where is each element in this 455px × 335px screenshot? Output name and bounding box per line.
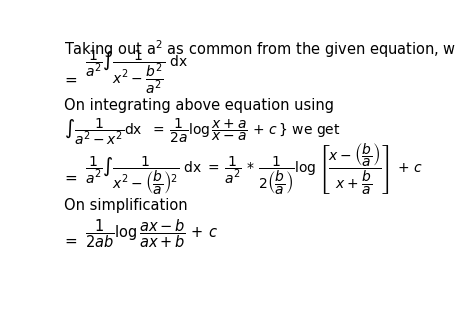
Text: $\int \dfrac{1}{a^2-x^2}$dx  $=\,\dfrac{1}{2a}\log\dfrac{x+a}{x-a}\,+\,c\,\}$ we: $\int \dfrac{1}{a^2-x^2}$dx $=\,\dfrac{1… bbox=[64, 116, 340, 147]
Text: =: = bbox=[64, 171, 76, 186]
Text: Taking out a$^2$ as common from the given equation, we get: Taking out a$^2$ as common from the give… bbox=[64, 39, 455, 60]
Text: =: = bbox=[64, 73, 76, 88]
Text: On integrating above equation using: On integrating above equation using bbox=[64, 98, 334, 114]
Text: On simplification: On simplification bbox=[64, 198, 187, 213]
Text: $\dfrac{1}{a^2}\int \dfrac{1}{x^2-\dfrac{b^2}{a^2}}$ dx: $\dfrac{1}{a^2}\int \dfrac{1}{x^2-\dfrac… bbox=[85, 49, 188, 96]
Text: =: = bbox=[64, 234, 76, 249]
Text: $\dfrac{1}{2ab}\log\dfrac{ax-b}{ax+b}\,+\,c$: $\dfrac{1}{2ab}\log\dfrac{ax-b}{ax+b}\,+… bbox=[85, 217, 218, 250]
Text: $\dfrac{1}{a^2}\int \dfrac{1}{x^2-\left(\dfrac{b}{a}\right)^2}$ dx $=\,\dfrac{1}: $\dfrac{1}{a^2}\int \dfrac{1}{x^2-\left(… bbox=[85, 142, 423, 197]
